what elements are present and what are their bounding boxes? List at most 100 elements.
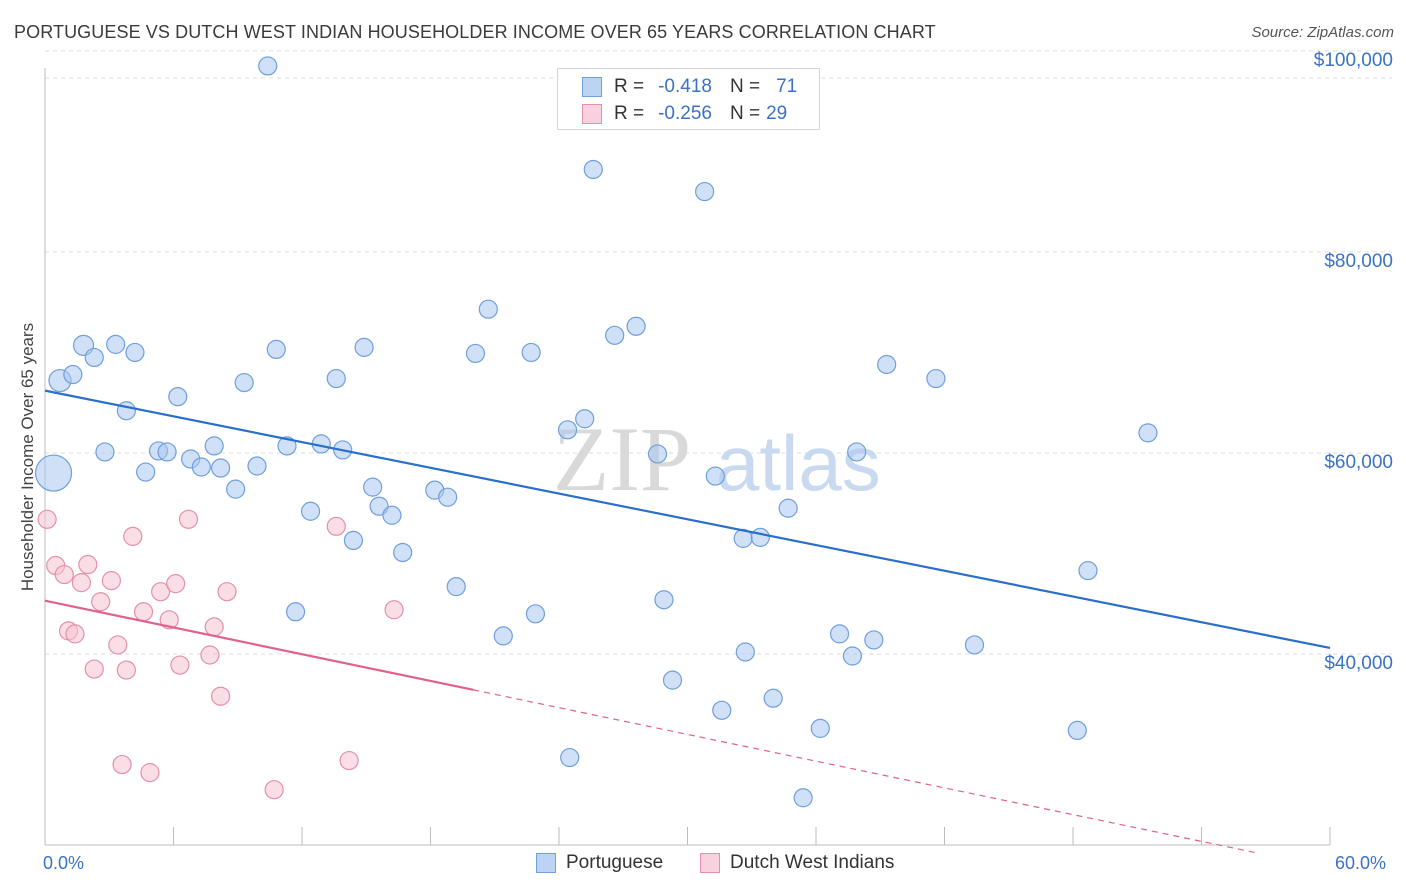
portuguese-point-53 (712, 700, 732, 720)
n-value: 71 (776, 76, 798, 97)
dutch-point-6 (78, 554, 98, 575)
dutch-point-16 (151, 582, 171, 602)
portuguese-point-65 (877, 354, 897, 375)
legend-row-portuguese: R = -0.418 N = 71 (582, 74, 797, 100)
dutch-swatch (582, 104, 602, 124)
r-value: -0.256 (658, 103, 712, 124)
dutch-trend-line (44, 599, 474, 691)
dutch-point-5 (71, 573, 92, 593)
dutch-point-21 (200, 645, 220, 665)
dutch-point-7 (84, 659, 104, 679)
portuguese-point-60 (810, 718, 830, 738)
n-label: N = (729, 103, 761, 124)
y-tick-label-0: $40,000 (1324, 653, 1393, 674)
portuguese-point-64 (864, 630, 884, 650)
dutch-point-13 (123, 526, 143, 546)
source-label: Source: ZipAtlas.com (1251, 24, 1394, 41)
dutch-point-8 (91, 592, 111, 612)
dutch-legend-swatch (700, 853, 720, 873)
portuguese-point-29 (354, 337, 374, 357)
portuguese-point-67 (964, 635, 985, 655)
n-label: N = (729, 76, 761, 97)
portuguese-point-8 (125, 342, 145, 363)
dutch-west-indians-points (37, 509, 404, 800)
r-label: R = (614, 103, 645, 124)
portuguese-point-33 (393, 542, 413, 563)
dutch-point-25 (264, 780, 284, 800)
dutch-point-12 (116, 660, 136, 680)
portuguese-point-4 (84, 347, 104, 368)
portuguese-point-15 (204, 436, 224, 456)
axes (44, 68, 1331, 846)
portuguese-point-50 (662, 670, 683, 690)
portuguese-point-43 (560, 747, 580, 768)
dutch-point-4 (65, 624, 85, 644)
portuguese-point-18 (234, 372, 254, 393)
portuguese-point-61 (829, 624, 850, 644)
portuguese-point-36 (446, 577, 466, 597)
x-tick-max: 60.0% (1335, 853, 1387, 873)
portuguese-point-45 (583, 159, 603, 180)
portuguese-point-24 (300, 501, 321, 521)
portuguese-point-22 (277, 436, 297, 456)
y-tick-label-3: $100,000 (1314, 50, 1393, 71)
watermark: ZIP atlas (553, 408, 881, 510)
portuguese-trend-line (44, 389, 1331, 650)
dutch-point-9 (101, 571, 121, 591)
watermark-zip: ZIP (553, 408, 691, 510)
portuguese-point-55 (735, 642, 755, 662)
portuguese-point-26 (326, 368, 346, 389)
trend-lines (44, 389, 1331, 854)
r-value: -0.418 (658, 76, 712, 97)
portuguese-point-35 (438, 487, 458, 507)
portuguese-point-41 (525, 604, 546, 624)
portuguese-point-51 (695, 181, 715, 202)
portuguese-point-37 (465, 343, 486, 364)
stats-legend: R = -0.418 N = 71 R = -0.256 N = 29 (557, 68, 820, 130)
portuguese-point-0 (34, 454, 73, 492)
portuguese-point-66 (926, 368, 946, 389)
portuguese-point-2 (63, 364, 83, 385)
legend-item-portuguese: Portuguese (536, 852, 663, 874)
portuguese-point-32 (382, 505, 402, 525)
portuguese-point-69 (1078, 560, 1098, 581)
portuguese-point-44 (575, 409, 595, 429)
portuguese-point-40 (521, 342, 541, 363)
portuguese-point-9 (136, 462, 156, 482)
dutch-point-24 (217, 582, 237, 602)
portuguese-point-30 (363, 477, 383, 497)
dutch-point-22 (204, 617, 224, 637)
portuguese-point-59 (793, 788, 813, 808)
portuguese-point-48 (647, 444, 668, 464)
portuguese-point-7 (116, 401, 136, 421)
portuguese-point-70 (1138, 423, 1158, 443)
portuguese-point-49 (654, 590, 674, 610)
legend-row-dutch: R = -0.256 N = 29 (582, 101, 787, 127)
portuguese-point-46 (605, 325, 625, 345)
portuguese-points (34, 56, 1158, 808)
dutch-point-10 (108, 635, 128, 655)
portuguese-point-39 (493, 626, 513, 646)
dutch-trend-extension (473, 689, 1256, 854)
portuguese-point-56 (750, 527, 770, 547)
portuguese-point-42 (557, 420, 578, 440)
portuguese-point-57 (763, 688, 783, 708)
portuguese-point-52 (705, 466, 725, 486)
series-legend: Portuguese Dutch West Indians (0, 852, 1406, 876)
portuguese-legend-swatch (536, 853, 556, 873)
chart-title: PORTUGUESE VS DUTCH WEST INDIAN HOUSEHOL… (14, 22, 936, 42)
legend-item-dutch: Dutch West Indians (700, 852, 894, 874)
portuguese-point-20 (258, 56, 278, 76)
portuguese-swatch (582, 77, 602, 97)
portuguese-point-38 (478, 299, 498, 319)
dutch-point-17 (159, 610, 179, 630)
dutch-point-14 (133, 602, 154, 622)
y-tick-label-1: $60,000 (1324, 452, 1393, 473)
portuguese-point-47 (626, 316, 646, 336)
portuguese-point-17 (226, 479, 246, 499)
portuguese-point-68 (1067, 720, 1087, 741)
portuguese-point-21 (266, 339, 286, 360)
portuguese-point-12 (168, 387, 188, 407)
dutch-point-28 (384, 600, 404, 620)
